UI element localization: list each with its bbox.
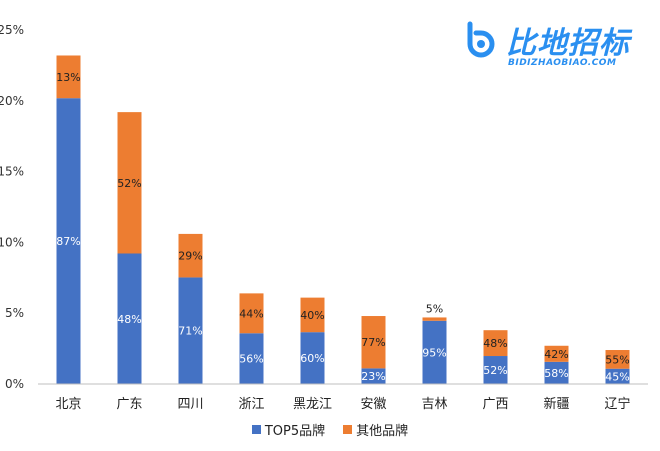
- y-tick-label: 10%: [0, 235, 24, 249]
- data-label: 58%: [544, 367, 568, 380]
- data-label: 40%: [300, 309, 324, 322]
- data-label: 13%: [56, 71, 80, 84]
- data-label: 5%: [426, 302, 443, 315]
- bar-segment-other: [544, 345, 569, 362]
- logo: 比地招标 BIDIZHAOBIAO.COM: [462, 14, 652, 76]
- data-label: 87%: [56, 235, 80, 248]
- data-label: 48%: [117, 313, 141, 326]
- data-label: 77%: [361, 336, 385, 349]
- bar-segment-top5: [56, 98, 81, 385]
- bar-segment-top5: [117, 253, 142, 384]
- data-label: 29%: [178, 250, 202, 263]
- x-tick-label: 黑龙江: [293, 397, 332, 412]
- data-label: 52%: [483, 364, 507, 377]
- data-label: 44%: [239, 307, 263, 320]
- y-tick-label: 0%: [5, 377, 24, 391]
- bar-segment-other: [300, 297, 325, 333]
- data-label: 60%: [300, 352, 324, 365]
- x-tick-label: 辽宁: [604, 396, 630, 412]
- legend-item-other: 其他品牌: [343, 420, 408, 439]
- x-tick-label: 广西: [482, 397, 508, 412]
- bar-segment-other: [56, 55, 81, 99]
- x-tick-label: 浙江: [238, 397, 264, 412]
- bar-segment-top5: [239, 333, 264, 384]
- legend: TOP5品牌 其他品牌: [0, 420, 660, 439]
- bar-segment-other: [422, 317, 447, 321]
- x-tick-label: 广东: [116, 397, 142, 412]
- data-label: 55%: [605, 353, 629, 366]
- y-tick-label: 15%: [0, 165, 24, 179]
- bar-segment-top5: [422, 320, 447, 384]
- bar-segment-top5: [178, 277, 203, 384]
- data-label: 56%: [239, 353, 263, 366]
- data-label: 23%: [361, 370, 385, 383]
- y-tick-label: 5%: [5, 306, 24, 320]
- bar-segment-other: [483, 330, 508, 357]
- logo-mark-icon: [467, 21, 495, 58]
- bar-segment-other: [361, 316, 386, 369]
- legend-label-other: 其他品牌: [356, 424, 409, 439]
- logo-subtext: BIDIZHAOBIAO.COM: [508, 58, 617, 68]
- bar-segment-top5: [544, 361, 569, 384]
- data-label: 71%: [178, 325, 202, 338]
- bar-segment-other: [178, 233, 203, 278]
- x-tick-label: 安徽: [360, 397, 386, 412]
- bar-segment-other: [239, 293, 264, 334]
- bar-segment-top5: [300, 332, 325, 384]
- y-axis: 0% 5% 10% 15% 20% 25%: [0, 23, 24, 391]
- data-label: 45%: [605, 370, 629, 383]
- bar-segment-other: [605, 350, 630, 369]
- y-tick-label: 20%: [0, 94, 24, 108]
- bar-segment-top5: [605, 368, 630, 384]
- legend-label-top5: TOP5品牌: [264, 424, 326, 439]
- logo-text: 比地招标: [506, 26, 630, 61]
- data-label: 48%: [483, 337, 507, 350]
- x-axis: 北京 广东 四川 浙江 黑龙江 安徽 吉林 广西 新疆 辽宁: [38, 383, 648, 412]
- x-tick-label: 吉林: [421, 397, 447, 412]
- bar-segment-top5: [483, 356, 508, 384]
- y-tick-label: 25%: [0, 23, 24, 37]
- legend-swatch-other: [343, 425, 353, 434]
- data-label: 52%: [117, 177, 141, 190]
- bar-segment-top5: [361, 368, 386, 384]
- data-label: 95%: [422, 346, 446, 359]
- x-tick-label: 北京: [55, 397, 81, 412]
- bars: 87% 13% 48% 52% 71% 29% 56% 44% 60% 40% 23% 77% 95% 5…: [56, 55, 630, 385]
- x-tick-label: 新疆: [543, 396, 569, 412]
- legend-swatch-top5: [251, 425, 261, 434]
- bar-segment-other: [117, 112, 142, 254]
- x-tick-label: 四川: [177, 397, 203, 412]
- legend-item-top5: TOP5品牌: [251, 420, 326, 439]
- data-label: 42%: [544, 348, 568, 361]
